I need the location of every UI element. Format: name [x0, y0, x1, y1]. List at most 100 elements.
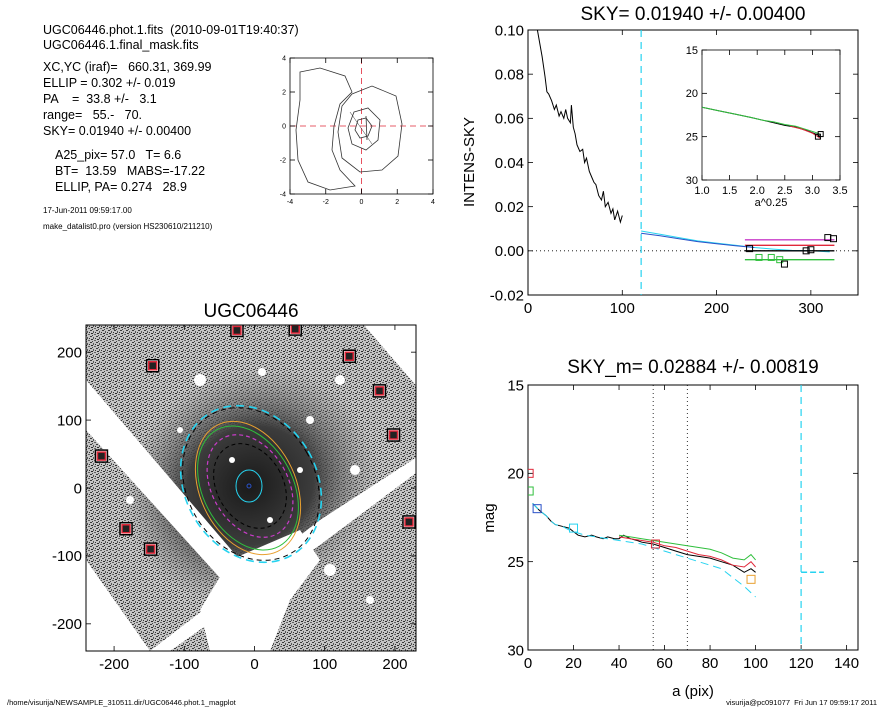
contour-xtick-label: -4: [287, 199, 293, 206]
galaxy-plot-title: UGC06446: [203, 301, 298, 322]
mag-profile-plot: SKY_m= 0.02884 +/- 0.00819 mag a (pix) 0…: [481, 357, 859, 700]
star-mask-inner: [145, 544, 156, 554]
star-mask-inner: [290, 325, 300, 334]
mag-series-line: [532, 503, 756, 598]
inset-xtick-label: 2.5: [777, 185, 792, 197]
sky-ytick-label: 0.04: [495, 155, 524, 172]
mag-series-line: [532, 503, 756, 573]
galaxy-ytick-label: 100: [57, 412, 82, 429]
star-mask-inner: [374, 386, 385, 396]
mag-data-marker: [528, 468, 534, 478]
mag-plot-title: SKY_m= 0.02884 +/- 0.00819: [567, 357, 818, 378]
mag-ytick-label: 25: [507, 554, 524, 571]
sky-series-line: [641, 230, 830, 253]
mag-plot-frame: [527, 384, 859, 651]
timestamp: 17-Jun-2011 09:59:17.00: [43, 206, 132, 215]
mag-xtick-label: 60: [656, 655, 673, 672]
sky-xtick-label: 200: [704, 300, 729, 317]
mag-plot-ylabel: mag: [481, 503, 498, 532]
sky-xtick-label: 0: [524, 300, 532, 317]
sky-inset-xlabel: a^0.25: [755, 197, 788, 209]
contour-xtick-label: 0: [360, 199, 364, 206]
galaxy-center: [246, 483, 252, 489]
star-marker-group: [94, 325, 416, 556]
sky-series-group: [536, 30, 835, 261]
contour-ytick-label: -4: [280, 191, 286, 198]
sky-data-marker: [807, 246, 815, 254]
sky-value: SKY= 0.01940 +/- 0.00400: [43, 124, 192, 138]
sky-ytick-label: 0.02: [495, 199, 524, 216]
galaxy-ytick-label: 0: [74, 480, 82, 497]
mag-data-marker: [532, 504, 542, 514]
mag-axis-ticks: 0 20 40 60 80 100 120 140 15 20 25 30: [507, 377, 859, 672]
contour-axis-line: [365, 115, 368, 141]
mag-xtick-label: 100: [743, 655, 768, 672]
mag-xtick-label: 20: [565, 655, 582, 672]
inset-xtick-label: 1.5: [722, 185, 737, 197]
star-mask-inner: [96, 451, 107, 461]
sky-inset-frame: [701, 49, 841, 181]
galaxy-ytick-label: -100: [52, 548, 82, 565]
star-mask-inner: [344, 351, 355, 361]
sky-series-line: [536, 30, 623, 225]
galaxy-xtick-label: -100: [169, 656, 199, 673]
mag-xtick-label: 140: [834, 655, 859, 672]
mag-data-marker: [746, 574, 756, 584]
inset-series-line: [702, 106, 821, 136]
mag-xtick-label: 80: [702, 655, 719, 672]
sky-xtick-label: 100: [610, 300, 635, 317]
sky-data-marker: [829, 235, 837, 243]
mask-filename: UGC06446.1.final_mask.fits: [43, 38, 199, 52]
contour-xtick-label: 4: [431, 199, 435, 206]
star-mask-inner: [404, 517, 414, 527]
contour-axis-line2: [349, 111, 373, 145]
mag-xtick-label: 40: [611, 655, 628, 672]
galaxy-xtick-label: -200: [99, 656, 129, 673]
sky-inset-plot: a^0.25 1.0 1.5 2.0 2.5 3.0 3.5 15 20 25 30: [686, 45, 848, 209]
galaxy-xtick-label: 0: [250, 656, 258, 673]
contour-outer-left: [295, 67, 356, 191]
inset-xtick-label: 3.0: [805, 185, 820, 197]
ellip-pa: ELLIP, PA= 0.274 28.9: [55, 180, 187, 194]
sky-axis-ticks: 0 100 200 300 -0.02 0.00 0.02 0.04 0.06 0.08 0.10: [490, 22, 858, 317]
mag-marker-group: [528, 468, 756, 584]
ellipse-cyan-core: [235, 469, 263, 503]
mag-ytick-label: 30: [507, 642, 524, 659]
ellipticity: ELLIP = 0.302 +/- 0.019: [43, 76, 176, 90]
mag-xtick-label: 0: [524, 655, 532, 672]
sky-ytick-label: -0.02: [490, 287, 524, 304]
contour-core: [354, 117, 373, 139]
galaxy-image-plot: UGC06446: [52, 301, 417, 673]
sky-data-marker: [767, 253, 775, 261]
contour-ytick-label: 0: [282, 123, 286, 130]
mag-data-marker: [650, 539, 660, 549]
mag-data-marker: [569, 523, 579, 533]
sky-ytick-label: 0.06: [495, 111, 524, 128]
contour-mid: [337, 85, 403, 173]
inset-xtick-label: 1.0: [694, 185, 709, 197]
sky-xtick-label: 300: [798, 300, 823, 317]
inset-xtick-label: 3.5: [832, 185, 847, 197]
mask-star-spike: [200, 530, 320, 651]
galaxy-xtick-label: 200: [382, 656, 407, 673]
fits-filename: UGC06446.phot.1.fits (2010-09-01T19:40:3…: [43, 23, 299, 37]
sky-data-marker: [746, 245, 754, 253]
sky-marker-group: [746, 234, 837, 268]
contour-xtick-label: -2: [323, 199, 329, 206]
mag-range-lines: [652, 385, 824, 650]
galaxy-ytick-label: -200: [52, 616, 82, 633]
inset-ytick-label: 25: [686, 132, 698, 144]
range: range= 55.- 70.: [43, 108, 143, 122]
sky-data-marker: [776, 256, 784, 264]
contour-ticks: -4 -2 0 2 4 -4 -2 0 2 4: [280, 55, 435, 206]
sky-inset-ticks: 1.0 1.5 2.0 2.5 3.0 3.5 15 20 25 30: [686, 45, 848, 197]
contour-ytick-label: -2: [280, 157, 286, 164]
mag-ytick-label: 15: [507, 377, 524, 394]
sky-profile-plot: SKY= 0.01940 +/- 0.00400 INTENS-SKY 0 100…: [461, 4, 859, 317]
center-coords: XC,YC (iraf)= 660.31, 369.99: [43, 60, 212, 74]
galaxy-xtick-label: 100: [312, 656, 337, 673]
sky-data-marker: [755, 253, 763, 261]
ellipse-black-outer: [182, 407, 320, 561]
ellipse-black-inner: [213, 443, 287, 529]
